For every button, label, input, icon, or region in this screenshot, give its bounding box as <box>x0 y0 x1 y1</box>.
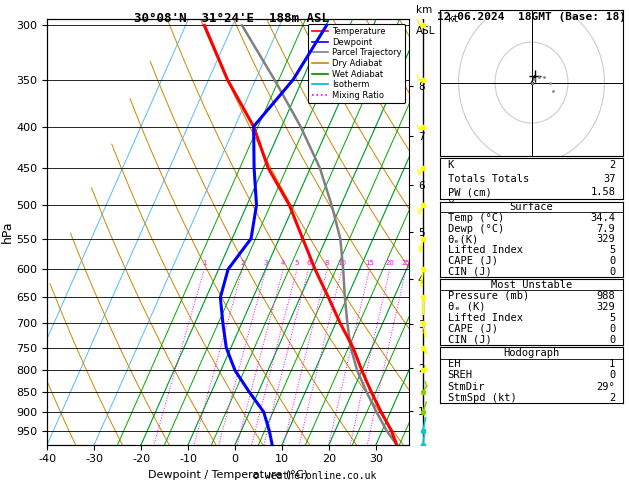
Text: StmDir: StmDir <box>448 382 485 392</box>
Text: 15: 15 <box>365 260 374 266</box>
Text: 0: 0 <box>609 324 615 334</box>
Text: CAPE (J): CAPE (J) <box>448 256 498 266</box>
Text: Surface: Surface <box>509 202 554 212</box>
Text: km: km <box>416 5 432 15</box>
Text: 3: 3 <box>264 260 268 266</box>
Text: CIN (J): CIN (J) <box>448 334 491 345</box>
Text: 2: 2 <box>240 260 245 266</box>
Text: θₑ(K): θₑ(K) <box>448 234 479 244</box>
Text: 988: 988 <box>597 291 615 301</box>
Text: Totals Totals: Totals Totals <box>448 174 529 184</box>
Text: Lifted Index: Lifted Index <box>448 245 523 255</box>
Text: 20: 20 <box>386 260 394 266</box>
Text: © weatheronline.co.uk: © weatheronline.co.uk <box>253 471 376 481</box>
Text: 0: 0 <box>609 334 615 345</box>
Text: PW (cm): PW (cm) <box>448 188 491 197</box>
Text: 329: 329 <box>597 234 615 244</box>
Text: StmSpd (kt): StmSpd (kt) <box>448 393 516 403</box>
Text: 0: 0 <box>609 256 615 266</box>
Text: K: K <box>448 160 454 170</box>
Text: 5: 5 <box>609 312 615 323</box>
Text: 7.9: 7.9 <box>597 224 615 234</box>
Text: EH: EH <box>448 359 460 369</box>
Text: 29°: 29° <box>597 382 615 392</box>
Text: Most Unstable: Most Unstable <box>491 280 572 290</box>
Text: 6: 6 <box>306 260 311 266</box>
Text: 0: 0 <box>609 267 615 277</box>
Text: 329: 329 <box>597 302 615 312</box>
X-axis label: Dewpoint / Temperature (°C): Dewpoint / Temperature (°C) <box>148 470 308 480</box>
Text: 2: 2 <box>609 393 615 403</box>
Text: 4: 4 <box>281 260 286 266</box>
Text: CAPE (J): CAPE (J) <box>448 324 498 334</box>
Text: 12.06.2024  18GMT (Base: 18): 12.06.2024 18GMT (Base: 18) <box>437 12 626 22</box>
Text: 1: 1 <box>202 260 207 266</box>
Text: θₑ (K): θₑ (K) <box>448 302 485 312</box>
Text: 34.4: 34.4 <box>591 213 615 223</box>
Text: 5: 5 <box>609 245 615 255</box>
Text: kt: kt <box>448 14 459 24</box>
Legend: Temperature, Dewpoint, Parcel Trajectory, Dry Adiabat, Wet Adiabat, Isotherm, Mi: Temperature, Dewpoint, Parcel Trajectory… <box>308 24 404 103</box>
Text: SREH: SREH <box>448 370 472 381</box>
Text: ASL: ASL <box>416 26 436 36</box>
Text: 5: 5 <box>295 260 299 266</box>
Y-axis label: hPa: hPa <box>1 221 14 243</box>
Text: 0: 0 <box>609 370 615 381</box>
Text: CIN (J): CIN (J) <box>448 267 491 277</box>
Text: 1: 1 <box>609 359 615 369</box>
Text: 37: 37 <box>603 174 615 184</box>
Text: Pressure (mb): Pressure (mb) <box>448 291 529 301</box>
Text: 1.58: 1.58 <box>591 188 615 197</box>
Text: 25: 25 <box>402 260 410 266</box>
Text: 2: 2 <box>609 160 615 170</box>
Text: Dewp (°C): Dewp (°C) <box>448 224 504 234</box>
Text: 8: 8 <box>325 260 330 266</box>
Text: Hodograph: Hodograph <box>503 348 560 358</box>
Text: Lifted Index: Lifted Index <box>448 312 523 323</box>
Text: 30°08'N  31°24'E  188m ASL: 30°08'N 31°24'E 188m ASL <box>133 12 329 25</box>
Text: 10: 10 <box>337 260 347 266</box>
Text: Temp (°C): Temp (°C) <box>448 213 504 223</box>
Text: Mixing Ratio (g/kg): Mixing Ratio (g/kg) <box>448 189 457 275</box>
